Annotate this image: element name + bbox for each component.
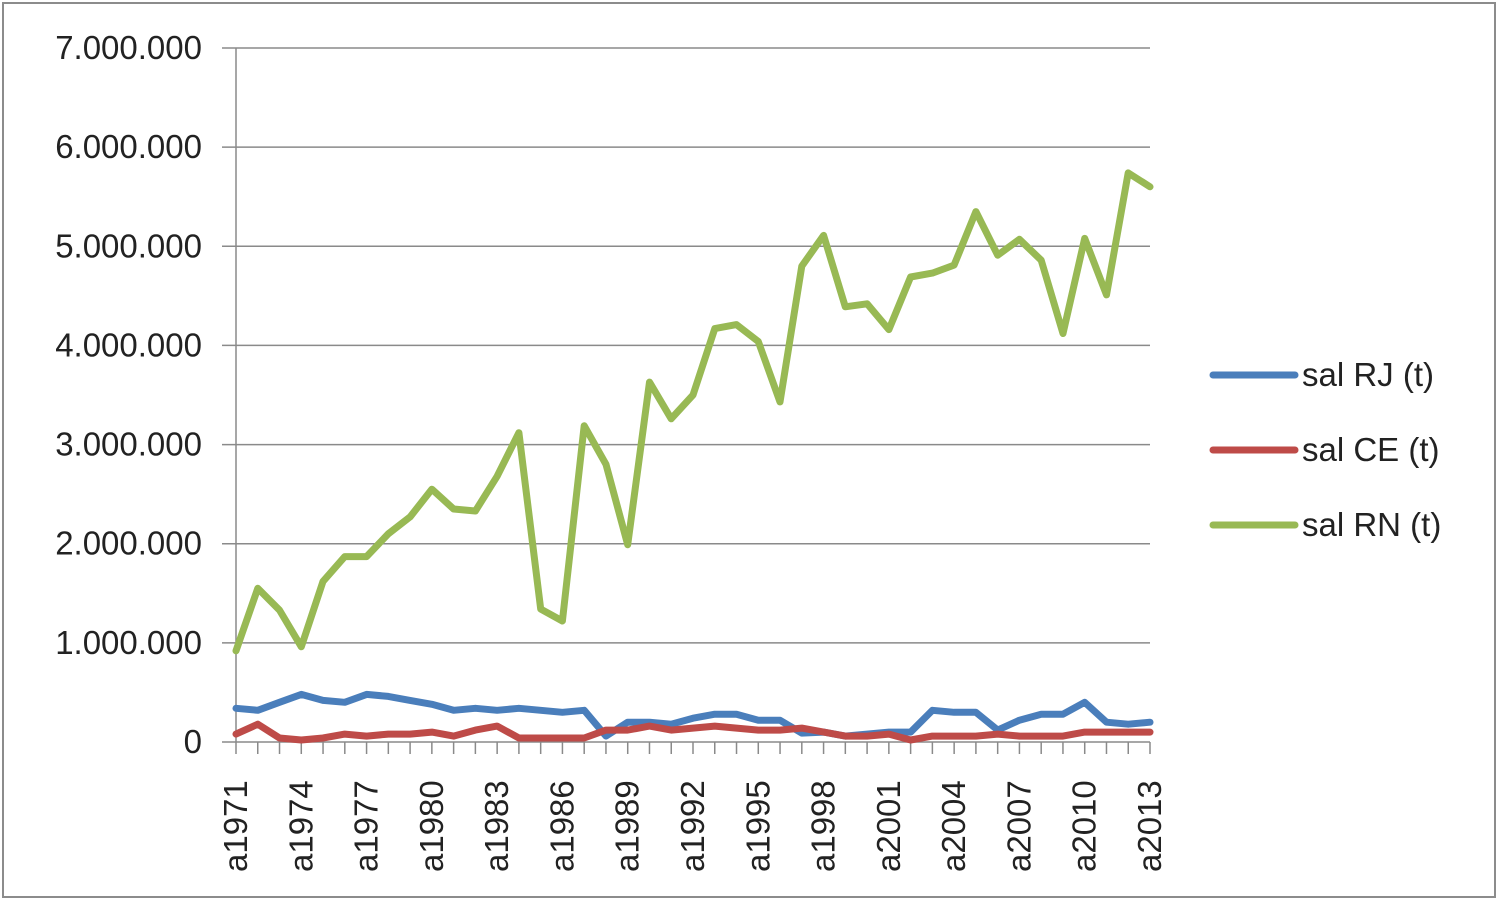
x-tick-label: a2010 (1066, 780, 1103, 872)
x-tick-label: a1998 (805, 780, 842, 872)
x-tick-label: a1989 (609, 780, 646, 872)
x-tick-label: a2004 (935, 780, 972, 872)
y-tick-label: 2.000.000 (55, 525, 202, 562)
x-tick-label: a1992 (674, 780, 711, 872)
axes (222, 48, 1150, 743)
x-tick-label: a2007 (1000, 780, 1037, 872)
legend: sal RJ (t) sal CE (t) sal RN (t) (1209, 356, 1441, 543)
x-tick-label: a2013 (1131, 780, 1168, 872)
y-tick-label: 4.000.000 (55, 326, 202, 363)
y-tick-label: 1.000.000 (55, 624, 202, 661)
x-axis-ticks: a1971 a1974 a1977 a1980 a1983 a1986 a1989 a1992… (217, 742, 1168, 872)
x-tick-label: a1983 (478, 780, 515, 872)
legend-label: sal RJ (t) (1302, 356, 1434, 393)
x-tick-label: a1974 (282, 780, 319, 872)
series-line (232, 690, 1154, 740)
x-tick-label: a1977 (348, 780, 385, 872)
x-tick-label: a1980 (413, 780, 450, 872)
y-tick-label: 0 (184, 723, 202, 760)
series-lines (232, 169, 1154, 744)
y-axis-ticks: 0 1.000.000 2.000.000 3.000.000 4.000.000 5.0… (55, 29, 202, 760)
x-tick-label: a1995 (739, 780, 776, 872)
y-tick-label: 7.000.000 (55, 29, 202, 66)
legend-label: sal CE (t) (1302, 431, 1440, 468)
x-tick-label: a2001 (870, 780, 907, 872)
y-tick-label: 3.000.000 (55, 426, 202, 463)
legend-label: sal RN (t) (1302, 506, 1441, 543)
y-tick-label: 5.000.000 (55, 227, 202, 264)
x-tick-label: a1971 (217, 780, 254, 872)
y-tick-label: 6.000.000 (55, 128, 202, 165)
x-tick-label: a1986 (543, 780, 580, 872)
series-line (232, 720, 1154, 744)
series-line (232, 169, 1154, 655)
